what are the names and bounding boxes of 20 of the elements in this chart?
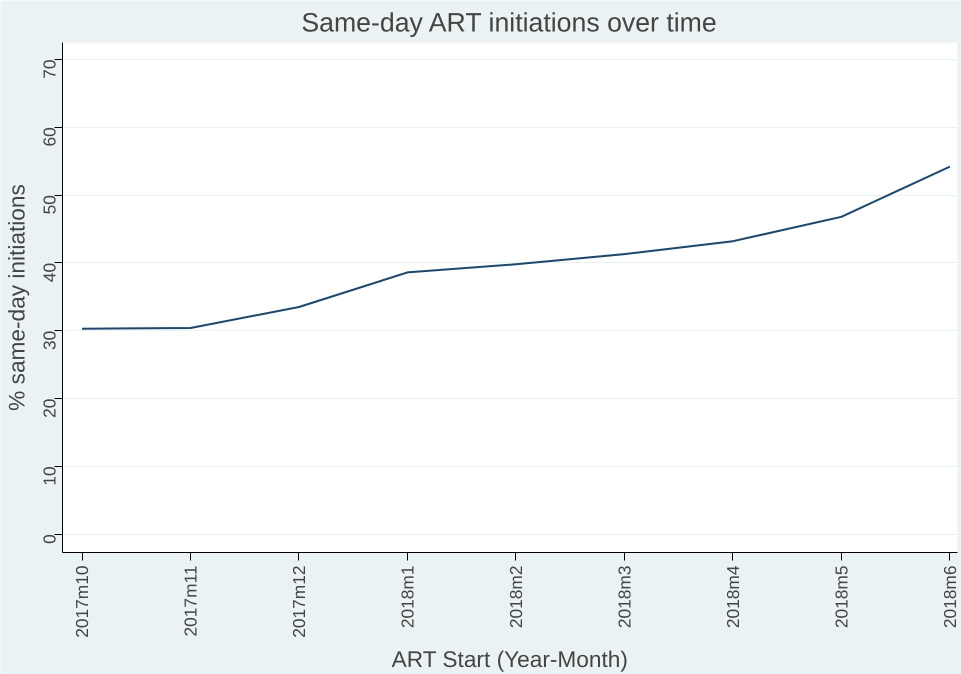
y-tick-label: 0	[40, 534, 60, 544]
y-tick-label: 30	[40, 330, 60, 350]
y-tick-label: 10	[40, 466, 60, 486]
y-tick-label: 40	[40, 262, 60, 282]
x-axis-title: ART Start (Year-Month)	[392, 646, 628, 672]
x-tick-label: 2018m5	[831, 565, 852, 628]
x-tick-label: 2018m4	[722, 565, 743, 628]
y-tick-label: 50	[40, 195, 60, 214]
x-tick-label: 2018m1	[397, 565, 418, 628]
x-tick-label: 2017m11	[180, 565, 201, 636]
x-tick-label: 2017m12	[288, 565, 309, 638]
x-tick-label: 2018m3	[614, 565, 634, 628]
y-axis-title: % same-day initiations	[4, 184, 30, 411]
x-tick-label: 2018m2	[506, 565, 526, 628]
x-tick-label: 2018m6	[940, 565, 960, 628]
x-tick-label: 2017m10	[72, 565, 92, 638]
y-tick-label: 60	[40, 127, 60, 147]
chart-title: Same-day ART initiations over time	[301, 8, 717, 38]
y-tick-label: 20	[40, 398, 60, 418]
y-tick-label: 70	[40, 59, 60, 79]
